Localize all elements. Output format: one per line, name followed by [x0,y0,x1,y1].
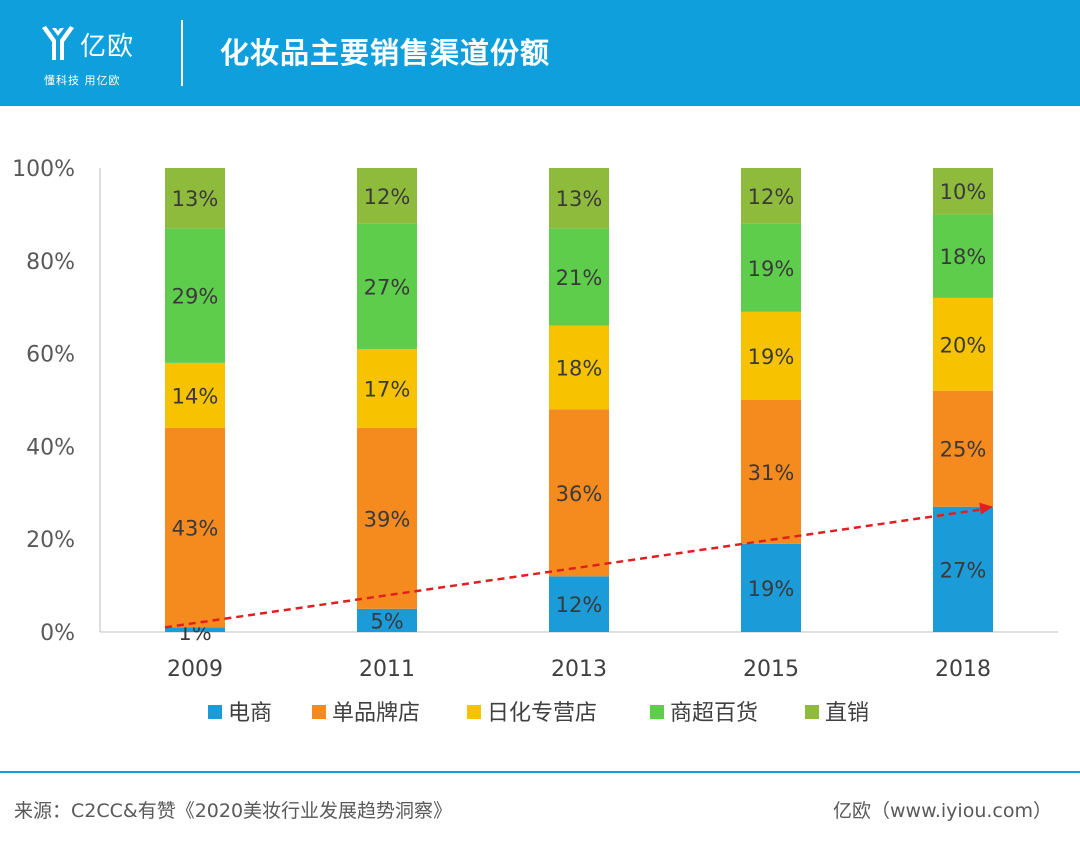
y-tick-label: 0% [40,621,75,646]
data-label: 17% [364,377,411,401]
data-label: 43% [172,517,219,541]
data-label: 27% [364,275,411,299]
x-tick-label: 2013 [551,657,607,682]
data-label: 12% [748,185,795,209]
data-label: 13% [172,187,219,211]
data-label: 18% [556,357,603,381]
bar-segment [933,390,993,507]
bar-segment [165,627,225,632]
y-tick-label: 100% [12,157,75,182]
logo-name: 亿欧 [80,32,135,62]
bar-segment [357,168,417,224]
data-label: 19% [748,257,795,281]
bar-segment [165,362,225,428]
data-label: 14% [172,384,219,408]
footer-brand: 亿欧（www.iyiou.com） [832,800,1052,822]
bar-segment [549,168,609,229]
bar-segment [549,228,609,326]
stacked-bar-chart: 0%20%40%60%80%100%1%43%14%29%13%20095%39… [12,157,1058,726]
bar-segment [357,223,417,349]
legend-label: 电商 [228,701,272,726]
data-label: 27% [940,558,987,582]
bar-segment [741,543,801,632]
bar-segment [933,168,993,215]
legend-swatch [208,705,222,719]
bar-segment [933,506,993,632]
trend-arrowhead [979,502,993,515]
y-tick-label: 80% [26,250,75,275]
legend-label: 商超百货 [670,701,758,726]
x-tick-label: 2015 [743,657,799,682]
footer-divider [0,771,1080,773]
logo: 亿欧 懂科技 用亿欧 [40,22,160,92]
data-label: 12% [364,185,411,209]
y-tick-label: 20% [26,528,75,553]
x-tick-label: 2009 [167,657,223,682]
header-divider [181,20,183,86]
header-bar: 亿欧 懂科技 用亿欧 化妆品主要销售渠道份额 [0,0,1080,106]
bar-segment [165,168,225,229]
data-label: 36% [556,482,603,506]
bar-segment [549,409,609,577]
data-label: 12% [556,593,603,617]
legend-swatch [467,705,481,719]
data-label: 29% [172,285,219,309]
bar-segment [741,223,801,312]
data-label: 31% [748,461,795,485]
data-label: 20% [940,333,987,357]
data-label: 21% [556,266,603,290]
data-label: 39% [364,507,411,531]
legend-label: 直销 [825,701,869,726]
bar-segment [549,576,609,632]
x-tick-label: 2011 [359,657,415,682]
bar-segment [741,311,801,400]
bar-segment [357,427,417,609]
bar-segment [165,228,225,363]
bar-segment [357,348,417,428]
legend-swatch [805,705,819,719]
bar-segment [165,427,225,628]
bar-segment [741,168,801,224]
legend-label: 日化专营店 [487,701,597,726]
data-label: 18% [940,245,987,269]
trend-line [164,507,984,629]
logo-mark-icon [42,26,74,60]
bar-segment [933,214,993,298]
y-tick-label: 60% [26,343,75,368]
bar-segment [357,608,417,632]
logo-tagline: 懂科技 用亿欧 [44,74,121,87]
legend-swatch [312,705,326,719]
page-title: 化妆品主要销售渠道份额 [220,36,551,70]
legend-swatch [650,705,664,719]
legend-label: 单品牌店 [332,701,420,726]
y-tick-label: 40% [26,435,75,460]
x-tick-label: 2018 [935,657,991,682]
data-label: 19% [748,577,795,601]
bar-segment [549,325,609,410]
data-label: 19% [748,345,795,369]
data-label: 10% [940,180,987,204]
data-label: 13% [556,187,603,211]
bar-segment [741,400,801,544]
data-label: 25% [940,438,987,462]
source-note: 来源：C2CC&有赞《2020美妆行业发展趋势洞察》 [14,800,453,822]
bar-segment [933,297,993,391]
data-label: 5% [370,609,403,633]
